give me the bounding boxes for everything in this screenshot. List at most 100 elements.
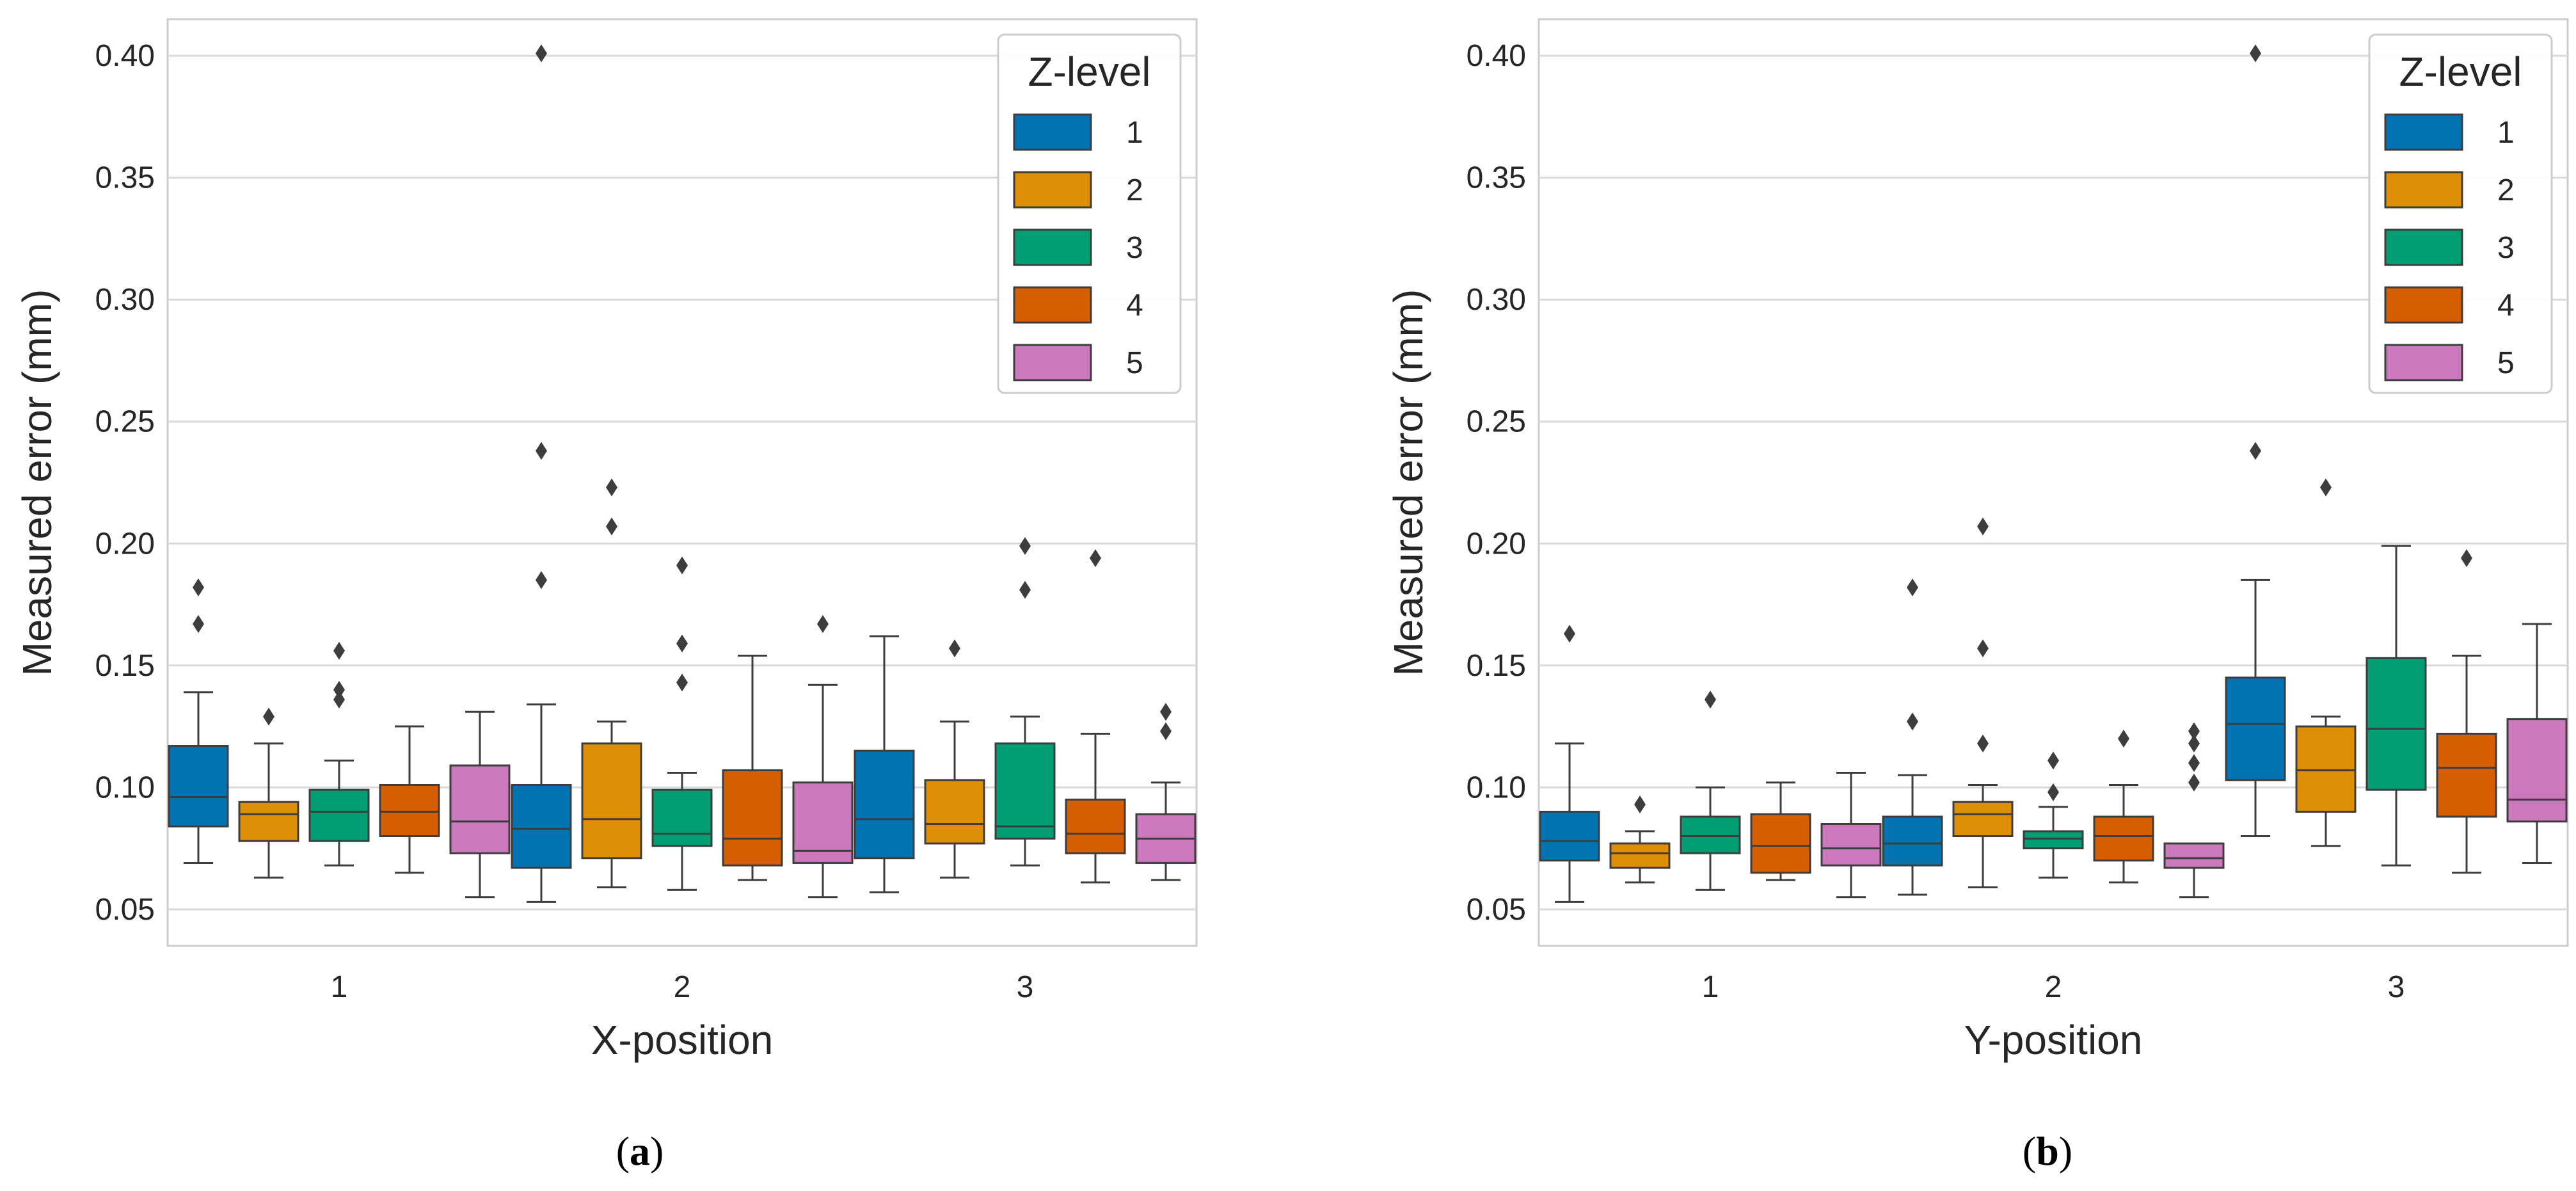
box-group	[581, 478, 642, 889]
box-iqr	[449, 764, 511, 854]
y-tick-label: 0.20	[95, 527, 155, 561]
outlier-point	[2047, 751, 2059, 770]
box-group	[168, 578, 229, 864]
panel-caption-letter: b	[2036, 1128, 2059, 1174]
box-iqr	[2023, 830, 2084, 850]
box-group	[238, 707, 299, 879]
outlier-point	[949, 639, 960, 658]
box-iqr	[379, 784, 440, 838]
y-tick-label: 0.25	[1467, 405, 1526, 439]
box-group	[2295, 478, 2357, 847]
outlier-point	[606, 517, 617, 536]
box-group	[854, 635, 915, 893]
panel-caption-close: )	[2059, 1128, 2072, 1174]
box-iqr	[722, 769, 783, 867]
legend-title: Z-level	[1028, 49, 1150, 95]
y-axis-label: Measured error (mm)	[14, 289, 60, 676]
outlier-point	[333, 691, 345, 709]
outlier-point	[1705, 691, 1716, 709]
y-tick-label: 0.40	[95, 39, 155, 73]
legend: Z-level 1 2 3 4 5	[997, 33, 1182, 394]
outlier-point	[2320, 478, 2332, 497]
outlier-point	[2250, 442, 2261, 460]
outlier-point	[1019, 580, 1031, 599]
outlier-point	[193, 615, 204, 634]
y-tick-label: 0.20	[1467, 527, 1526, 561]
y-tick-label: 0.10	[95, 771, 155, 804]
box-iqr	[651, 788, 713, 847]
legend-swatch	[2384, 113, 2463, 151]
box-group	[1065, 549, 1126, 884]
outlier-point	[1977, 734, 1989, 753]
y-tick-label: 0.10	[1467, 771, 1526, 804]
box-group	[1952, 517, 2014, 889]
outlier-point	[2118, 730, 2129, 748]
box-iqr	[1882, 815, 1943, 867]
box-iqr	[2163, 842, 2225, 869]
outlier-point	[676, 634, 688, 653]
legend-swatch	[1013, 171, 1092, 209]
outlier-point	[1160, 722, 1172, 740]
box-group	[651, 556, 713, 891]
box-group	[792, 615, 854, 899]
box-group	[2163, 722, 2225, 899]
y-tick-label: 0.05	[1467, 893, 1526, 927]
outlier-point	[1634, 795, 1646, 813]
box-iqr	[511, 784, 572, 869]
legend-entry-label: 4	[2497, 289, 2515, 323]
panel-caption: (a)	[616, 1128, 664, 1174]
legend-entry-label: 2	[2497, 173, 2515, 207]
legend-entry-label: 1	[1126, 116, 1143, 150]
outlier-point	[1160, 703, 1172, 721]
legend: Z-level 1 2 3 4 5	[2368, 33, 2553, 394]
panel-caption-letter: a	[630, 1128, 650, 1174]
box-group	[1680, 691, 1741, 891]
outlier-point	[2461, 549, 2472, 568]
box-group	[994, 537, 1056, 867]
panel-b: 0.05 0.10 0.15 0.20 0.25 0.30 0.35 0.40 1 2 3 Y-pos…	[1385, 18, 2569, 1174]
outlier-point	[1907, 712, 1918, 731]
box-group	[308, 641, 370, 867]
box-group	[2093, 730, 2154, 884]
box-group	[1820, 771, 1882, 899]
outlier-point	[1977, 639, 1989, 658]
x-tick-label: 3	[1017, 970, 1034, 1004]
outlier-point	[676, 673, 688, 692]
y-tick-label: 0.15	[95, 649, 155, 683]
box-iqr	[854, 749, 915, 859]
box-iqr	[994, 742, 1056, 840]
legend-entry-label: 3	[2497, 231, 2515, 265]
outlier-point	[536, 44, 547, 63]
box-iqr	[924, 779, 985, 845]
legend-entry-label: 1	[2497, 116, 2515, 150]
legend-swatch	[2384, 228, 2463, 266]
y-axis-label: Measured error (mm)	[1385, 289, 1431, 676]
outlier-point	[1977, 517, 1989, 536]
box-iqr	[308, 788, 370, 842]
y-tick-label: 0.30	[1467, 283, 1526, 317]
legend-entry-label: 5	[2497, 346, 2515, 380]
legend-entry-label: 4	[1126, 289, 1143, 323]
box-group	[1750, 781, 1811, 881]
box-group	[379, 725, 440, 874]
panel-a: 0.05 0.10 0.15 0.20 0.25 0.30 0.35 0.40 1 2 3 X-pos…	[14, 18, 1198, 1174]
y-tick-label: 0.35	[1467, 161, 1526, 195]
box-iqr	[1680, 815, 1741, 854]
legend-swatch	[2384, 286, 2463, 324]
box-iqr	[1539, 810, 1600, 862]
x-tick-label: 2	[674, 970, 691, 1004]
legend-swatch	[1013, 113, 1092, 151]
box-iqr	[2225, 676, 2286, 781]
outlier-point	[1564, 625, 1575, 643]
outlier-point	[333, 641, 345, 660]
y-tick-label: 0.30	[95, 283, 155, 317]
box-group	[2225, 44, 2286, 838]
legend-title: Z-level	[2399, 49, 2522, 95]
y-tick-label: 0.15	[1467, 649, 1526, 683]
box-group	[511, 44, 572, 903]
outlier-point	[1090, 549, 1101, 568]
panel-caption-close: )	[650, 1128, 664, 1174]
box-iqr	[238, 801, 299, 842]
outlier-point	[1019, 537, 1031, 556]
